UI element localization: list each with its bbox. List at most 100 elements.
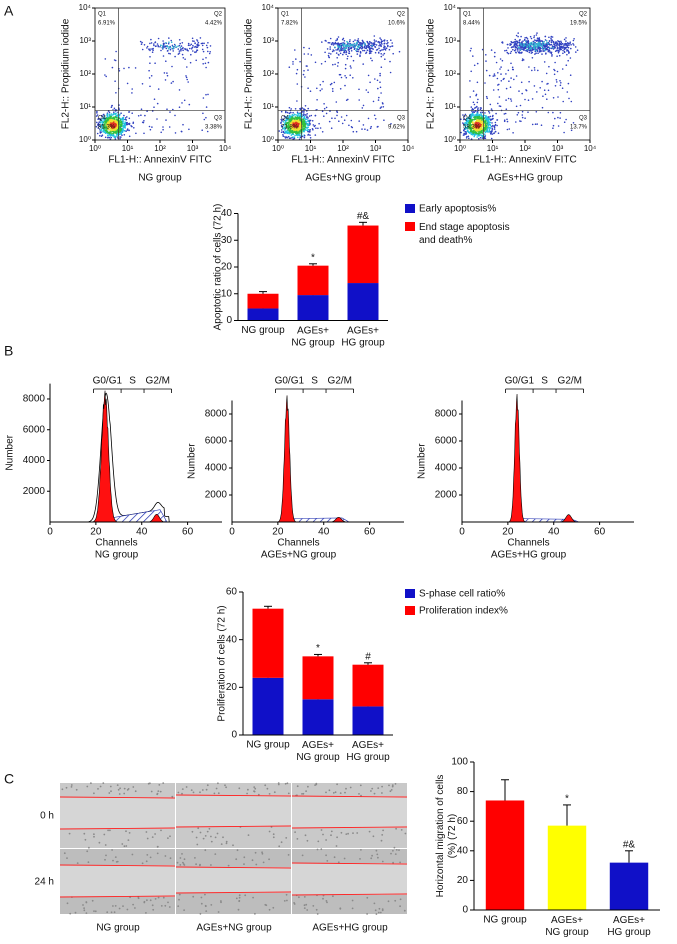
scatter-dot xyxy=(565,37,567,39)
cell-speck xyxy=(255,863,258,866)
cell-speck xyxy=(243,856,246,859)
scatter-dot xyxy=(318,122,320,125)
scatter-dot xyxy=(501,59,504,62)
scatter-dot xyxy=(327,54,330,57)
cell-speck xyxy=(104,858,106,861)
legend-label: Proliferation index% xyxy=(419,606,508,617)
scatter-dot xyxy=(373,39,376,41)
scatter-dot xyxy=(481,128,483,130)
scatter-dot xyxy=(356,48,358,50)
scatter-dot xyxy=(328,42,331,44)
scatter-dot xyxy=(169,48,172,51)
scatter-dot xyxy=(308,47,311,50)
cell-speck xyxy=(205,910,208,912)
scatter-dot xyxy=(497,132,500,134)
scatter-dot xyxy=(570,100,573,103)
scatter-dot xyxy=(370,50,373,53)
scatter-dot xyxy=(497,102,499,105)
scatter-dot xyxy=(526,50,529,53)
scatter-dot xyxy=(349,65,352,67)
cell-speck xyxy=(156,793,159,796)
scatter-dot xyxy=(483,126,486,129)
scatter-dot xyxy=(181,53,184,56)
scatter-dot xyxy=(544,43,546,46)
y-tick-label: 10³ xyxy=(262,36,274,45)
scatter-dot xyxy=(516,114,519,116)
scatter-dot xyxy=(547,82,549,85)
scatter-dot xyxy=(306,116,308,119)
cell-speck xyxy=(382,829,384,832)
scatter-dot xyxy=(288,66,291,68)
scatter-dot xyxy=(373,41,376,43)
scatter-dot xyxy=(295,121,297,124)
scatter-dot xyxy=(339,88,342,90)
scatter-dot xyxy=(535,49,538,52)
x-tick-label: 10¹ xyxy=(487,144,499,153)
scatter-dot xyxy=(105,117,108,120)
scatter-dot xyxy=(489,124,492,126)
scatter-dot xyxy=(290,134,293,136)
y-axis-label: FL2-H:: Propidium iodide xyxy=(426,18,437,129)
scatter-dot xyxy=(349,74,352,76)
bar xyxy=(352,664,384,707)
cell-speck xyxy=(157,790,160,792)
scatter-dot xyxy=(150,48,152,50)
scatter-dot xyxy=(344,63,347,66)
scatter-dot xyxy=(299,113,302,115)
scatter-dot xyxy=(533,47,535,49)
cell-speck xyxy=(266,787,269,790)
cell-speck xyxy=(391,785,394,788)
y-tick-label: 0 xyxy=(226,315,232,326)
cell-speck xyxy=(85,901,88,904)
scatter-dot xyxy=(114,113,116,115)
bar-chart: *#&Early apoptosis%*#&End stage apoptosi… xyxy=(213,204,510,349)
cell-speck xyxy=(202,837,205,840)
scatter-dot xyxy=(170,41,173,43)
x-tick-label: NG group xyxy=(241,325,285,336)
scatter-dot xyxy=(478,114,480,116)
scatter-dot xyxy=(480,107,483,109)
caption: NG group xyxy=(96,923,140,934)
scatter-dot xyxy=(557,125,560,127)
cell-speck xyxy=(154,898,157,900)
scatter-dot xyxy=(301,107,304,109)
cell-speck xyxy=(375,913,378,915)
cell-speck xyxy=(261,851,263,854)
scatter-dot xyxy=(328,56,331,59)
scatter-dot xyxy=(110,106,113,108)
scatter-dot xyxy=(484,122,487,124)
scatter-dot xyxy=(340,116,343,118)
cell-speck xyxy=(114,856,117,858)
scatter-dot xyxy=(560,40,562,43)
scatter-dot xyxy=(337,48,339,51)
scatter-dot xyxy=(286,119,288,121)
scatter-dot xyxy=(128,135,131,138)
scatter-dot xyxy=(496,124,498,127)
cell-speck xyxy=(199,863,201,866)
scatter-dot xyxy=(192,50,194,52)
scatter-dot xyxy=(130,125,132,127)
scatter-dot xyxy=(511,66,514,69)
scatter-dot xyxy=(335,39,337,42)
scatter-dot xyxy=(523,47,526,50)
scatter-dot xyxy=(115,116,118,119)
scatter-dot xyxy=(372,42,374,45)
x-tick-label: 40 xyxy=(548,527,560,538)
scatter-dot xyxy=(164,79,167,81)
scatter-dot xyxy=(490,108,493,110)
cell-speck xyxy=(152,908,155,911)
cell-speck xyxy=(243,863,245,865)
scatter-dot xyxy=(111,66,114,69)
cell-speck xyxy=(326,860,329,862)
scatter-dot xyxy=(202,58,204,61)
scatter-dot xyxy=(194,42,196,45)
dot-plot: 10⁰10⁰10¹10¹10²10²10³10³10⁴10⁴Q16.91%Q24… xyxy=(61,3,232,184)
scatter-dot xyxy=(497,88,500,91)
scatter-dot xyxy=(506,51,509,54)
scatter-dot xyxy=(112,130,115,133)
cell-speck xyxy=(179,864,182,866)
scatter-dot xyxy=(524,37,526,39)
scatter-dot xyxy=(95,125,98,128)
